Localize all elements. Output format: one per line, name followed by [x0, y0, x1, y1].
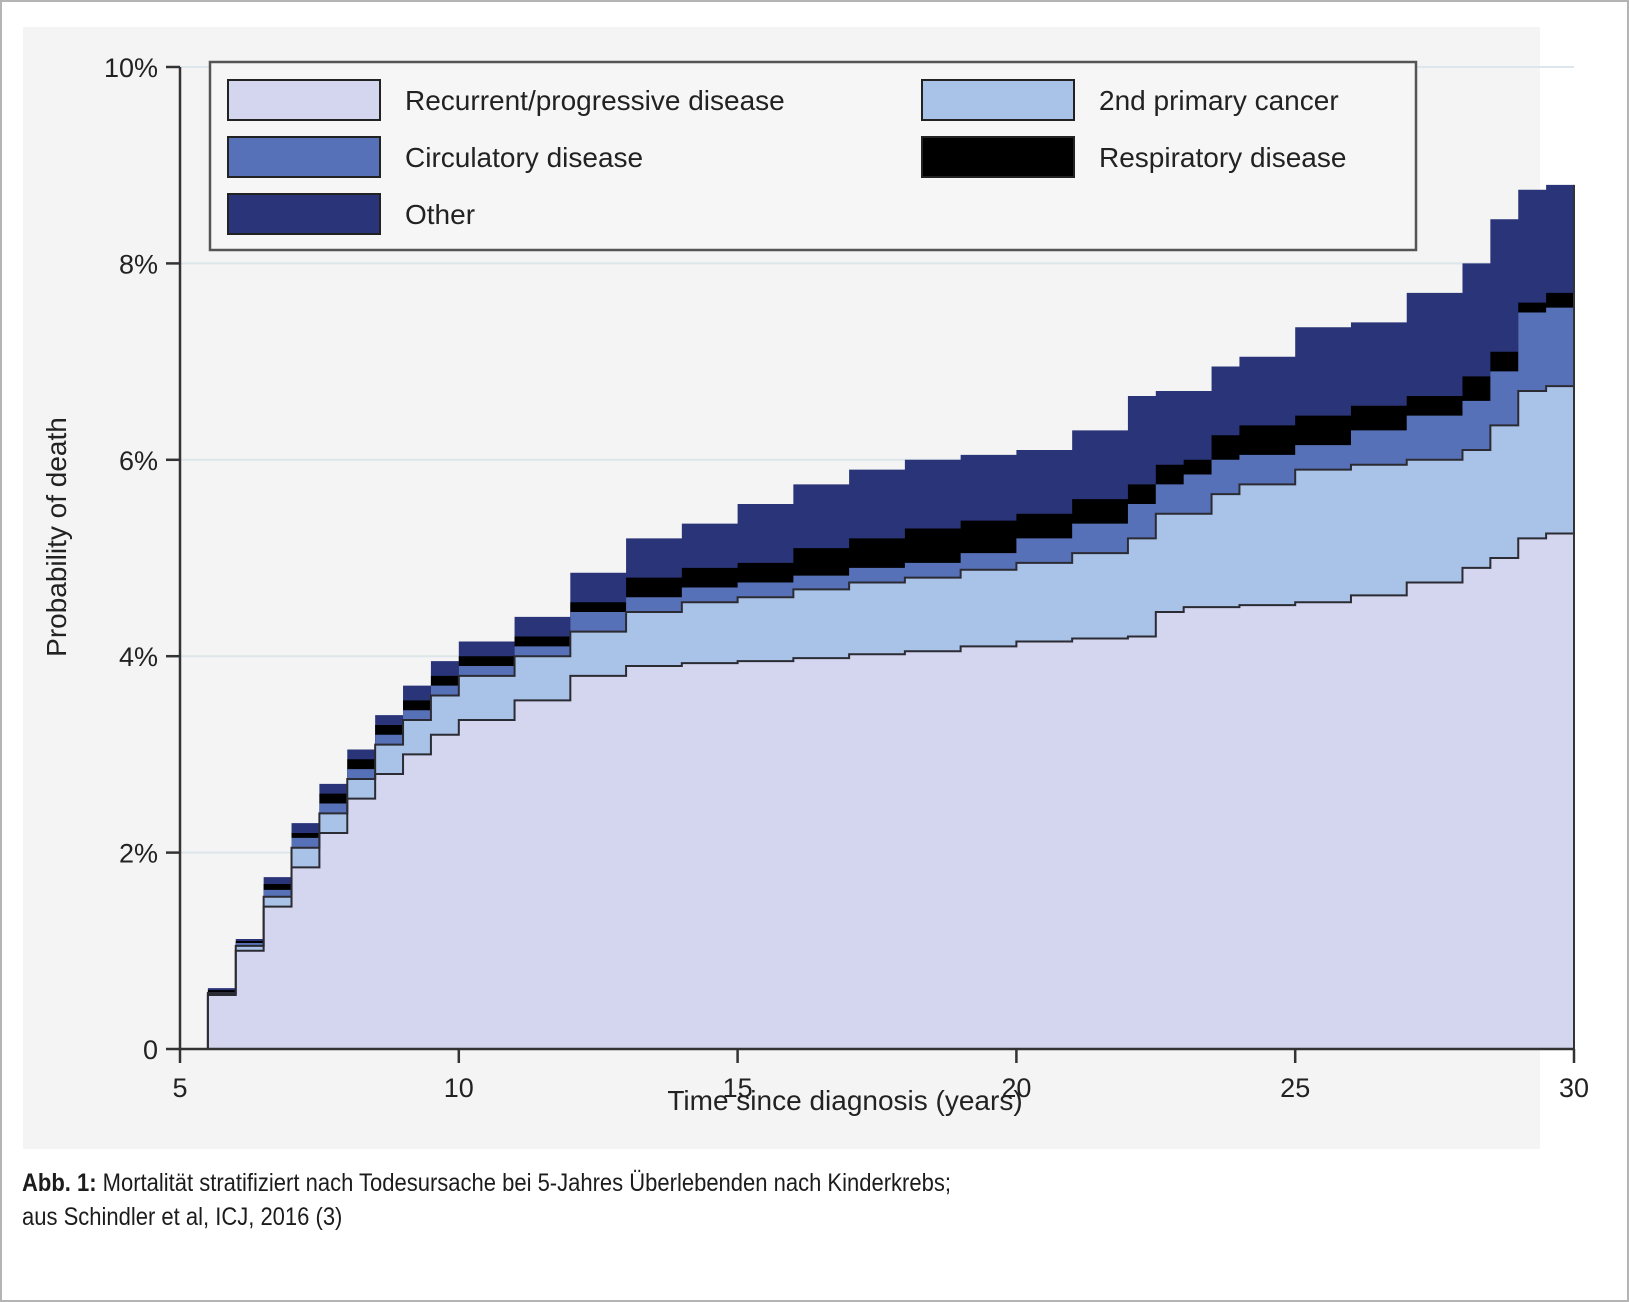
- axes: [178, 67, 1574, 1051]
- x-tick-label: 10: [444, 1073, 474, 1103]
- y-tick-label: 4%: [119, 642, 158, 672]
- legend-swatch: [921, 136, 1075, 178]
- y-tick-label: 10%: [104, 53, 158, 83]
- y-tick-label: 2%: [119, 839, 158, 869]
- legend-label: Recurrent/progressive disease: [405, 85, 785, 116]
- legend: Recurrent/progressive disease Circulatory…: [208, 60, 1418, 252]
- y-axis-title: Probability of death: [41, 417, 72, 657]
- caption-line-1: Mortalität stratifiziert nach Todesursac…: [96, 1169, 951, 1197]
- legend-swatch: [227, 193, 381, 235]
- x-tick-label: 30: [1559, 1073, 1589, 1103]
- legend-swatch: [227, 136, 381, 178]
- boundary-line: [180, 532, 1574, 1050]
- area-recurrent-progressive-disease: [180, 533, 1574, 1049]
- legend-label: 2nd primary cancer: [1099, 85, 1339, 116]
- legend-swatch: [227, 79, 381, 121]
- legend-label: Respiratory disease: [1099, 142, 1346, 173]
- legend-swatch: [921, 79, 1075, 121]
- figure-caption: Abb. 1: Mortalität stratifiziert nach To…: [22, 1166, 1395, 1234]
- legend-label: Other: [405, 199, 475, 230]
- stacked-areas: [180, 184, 1575, 1050]
- caption-line-2: aus Schindler et al, ICJ, 2016 (3): [22, 1203, 343, 1231]
- caption-label: Abb. 1:: [22, 1169, 97, 1197]
- boundary-line: [180, 385, 1574, 1050]
- y-ticks: 0 2% 4% 6% 8% 10%: [104, 53, 180, 1065]
- x-tick-label: 5: [172, 1073, 187, 1103]
- y-tick-label: 6%: [119, 446, 158, 476]
- y-tick-label: 8%: [119, 249, 158, 279]
- x-tick-label: 25: [1280, 1073, 1310, 1103]
- x-tick-label: 20: [1001, 1073, 1031, 1103]
- y-tick-label: 0: [143, 1035, 158, 1065]
- stacked-area-chart: 0 2% 4% 6% 8% 10% 5 10 15 20 25 30 Time since diag…: [41, 53, 1589, 1116]
- legend-box: [208, 60, 1418, 252]
- x-ticks: 5 10 15 20 25 30: [172, 1049, 1589, 1103]
- x-tick-label: 15: [723, 1073, 753, 1103]
- legend-label: Circulatory disease: [405, 142, 643, 173]
- x-axis-title: Time since diagnosis (years): [667, 1085, 1022, 1116]
